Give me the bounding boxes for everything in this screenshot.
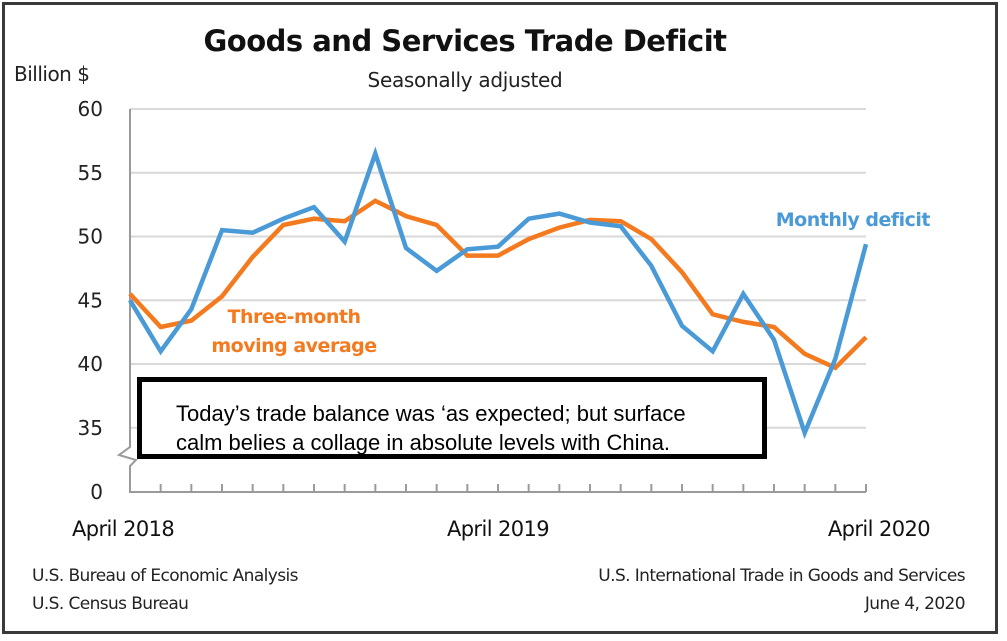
x-tick-label: April 2018: [72, 517, 174, 541]
report-name: U.S. International Trade in Goods and Se…: [598, 566, 965, 586]
monthly-deficit-label: Monthly deficit: [776, 209, 931, 231]
y-tick-label: 40: [78, 352, 103, 376]
annotation-line-1: Today’s trade balance was ‘as expected; …: [176, 401, 686, 426]
annotation-line-2: calm belies a collage in absolute levels…: [176, 430, 671, 455]
y-axis-label: Billion $: [14, 62, 90, 86]
series-labels: Monthly deficit Three-month moving average: [211, 209, 931, 357]
axis-lines-with-break: [116, 109, 866, 493]
series-lines: [128, 146, 869, 440]
x-axis-labels: April 2018 April 2019 April 2020: [72, 517, 931, 541]
chart-title: Goods and Services Trade Deficit: [203, 24, 727, 58]
chart-subtitle: Seasonally adjusted: [367, 68, 563, 92]
y-tick-label: 35: [78, 416, 103, 440]
y-tick-label: 45: [78, 288, 103, 312]
x-tick-label: April 2019: [447, 517, 549, 541]
monthly-deficit-line: [128, 146, 869, 440]
y-tick-label: 0: [90, 480, 103, 504]
y-axis-ticks: 60 55 50 45 40 35 0: [78, 97, 103, 504]
y-tick-label: 50: [78, 225, 103, 249]
moving-average-line: [128, 198, 868, 371]
y-tick-label: 60: [78, 97, 103, 121]
source-bea: U.S. Bureau of Economic Analysis: [32, 566, 298, 586]
y-tick-label: 55: [78, 161, 103, 185]
chart-frame: [2, 2, 998, 634]
moving-average-label-line-2: moving average: [211, 335, 376, 357]
source-census: U.S. Census Bureau: [32, 594, 189, 614]
x-tick-label: April 2020: [828, 517, 930, 541]
annotation-box: Today’s trade balance was ‘as expected; …: [137, 377, 767, 459]
report-date: June 4, 2020: [864, 594, 966, 614]
moving-average-label-line-1: Three-month: [227, 306, 360, 328]
x-axis-ticks: [159, 484, 867, 492]
axes: [116, 109, 866, 493]
